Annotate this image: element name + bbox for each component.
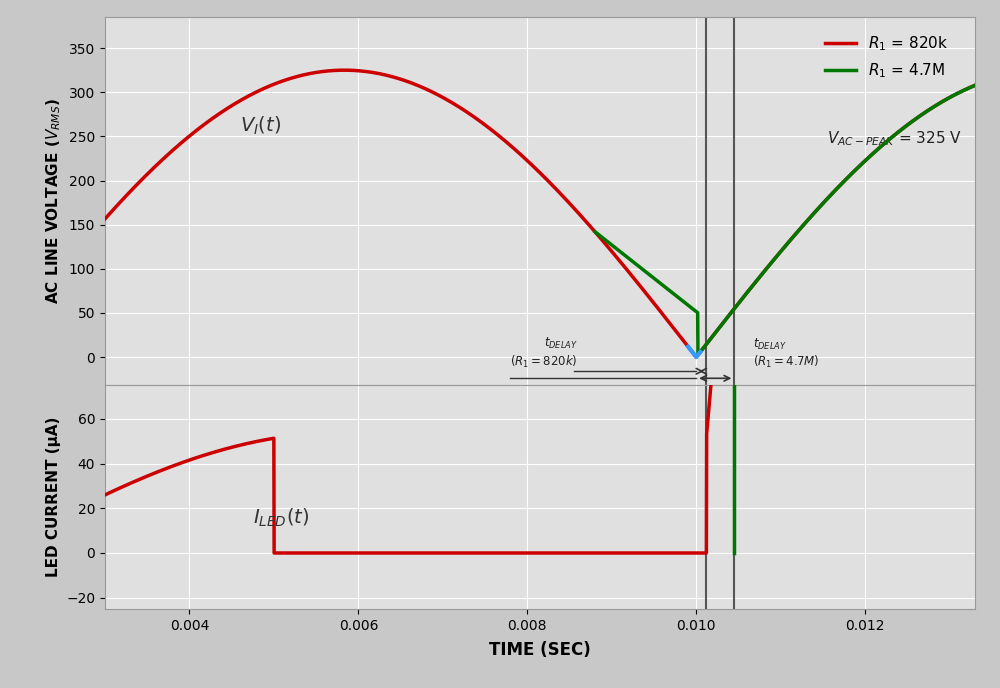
Text: $t_{DELAY}$
$(R_1 = 4.7M)$: $t_{DELAY}$ $(R_1 = 4.7M)$ xyxy=(753,336,819,370)
Text: $t_{DELAY}$
$(R_1 = 820k)$: $t_{DELAY}$ $(R_1 = 820k)$ xyxy=(510,336,578,370)
Text: $I_{LED}(t)$: $I_{LED}(t)$ xyxy=(253,507,309,529)
Text: $V_I(t)$: $V_I(t)$ xyxy=(240,115,281,138)
X-axis label: TIME (SEC): TIME (SEC) xyxy=(489,641,591,659)
Y-axis label: LED CURRENT (μA): LED CURRENT (μA) xyxy=(46,417,61,577)
Text: $V_{AC-PEAK}$ = 325 V: $V_{AC-PEAK}$ = 325 V xyxy=(827,129,962,148)
Y-axis label: AC LINE VOLTAGE ($V_{RMS}$): AC LINE VOLTAGE ($V_{RMS}$) xyxy=(45,98,63,304)
Legend: $R_1$ = 820k, $R_1$ = 4.7M: $R_1$ = 820k, $R_1$ = 4.7M xyxy=(819,28,954,86)
